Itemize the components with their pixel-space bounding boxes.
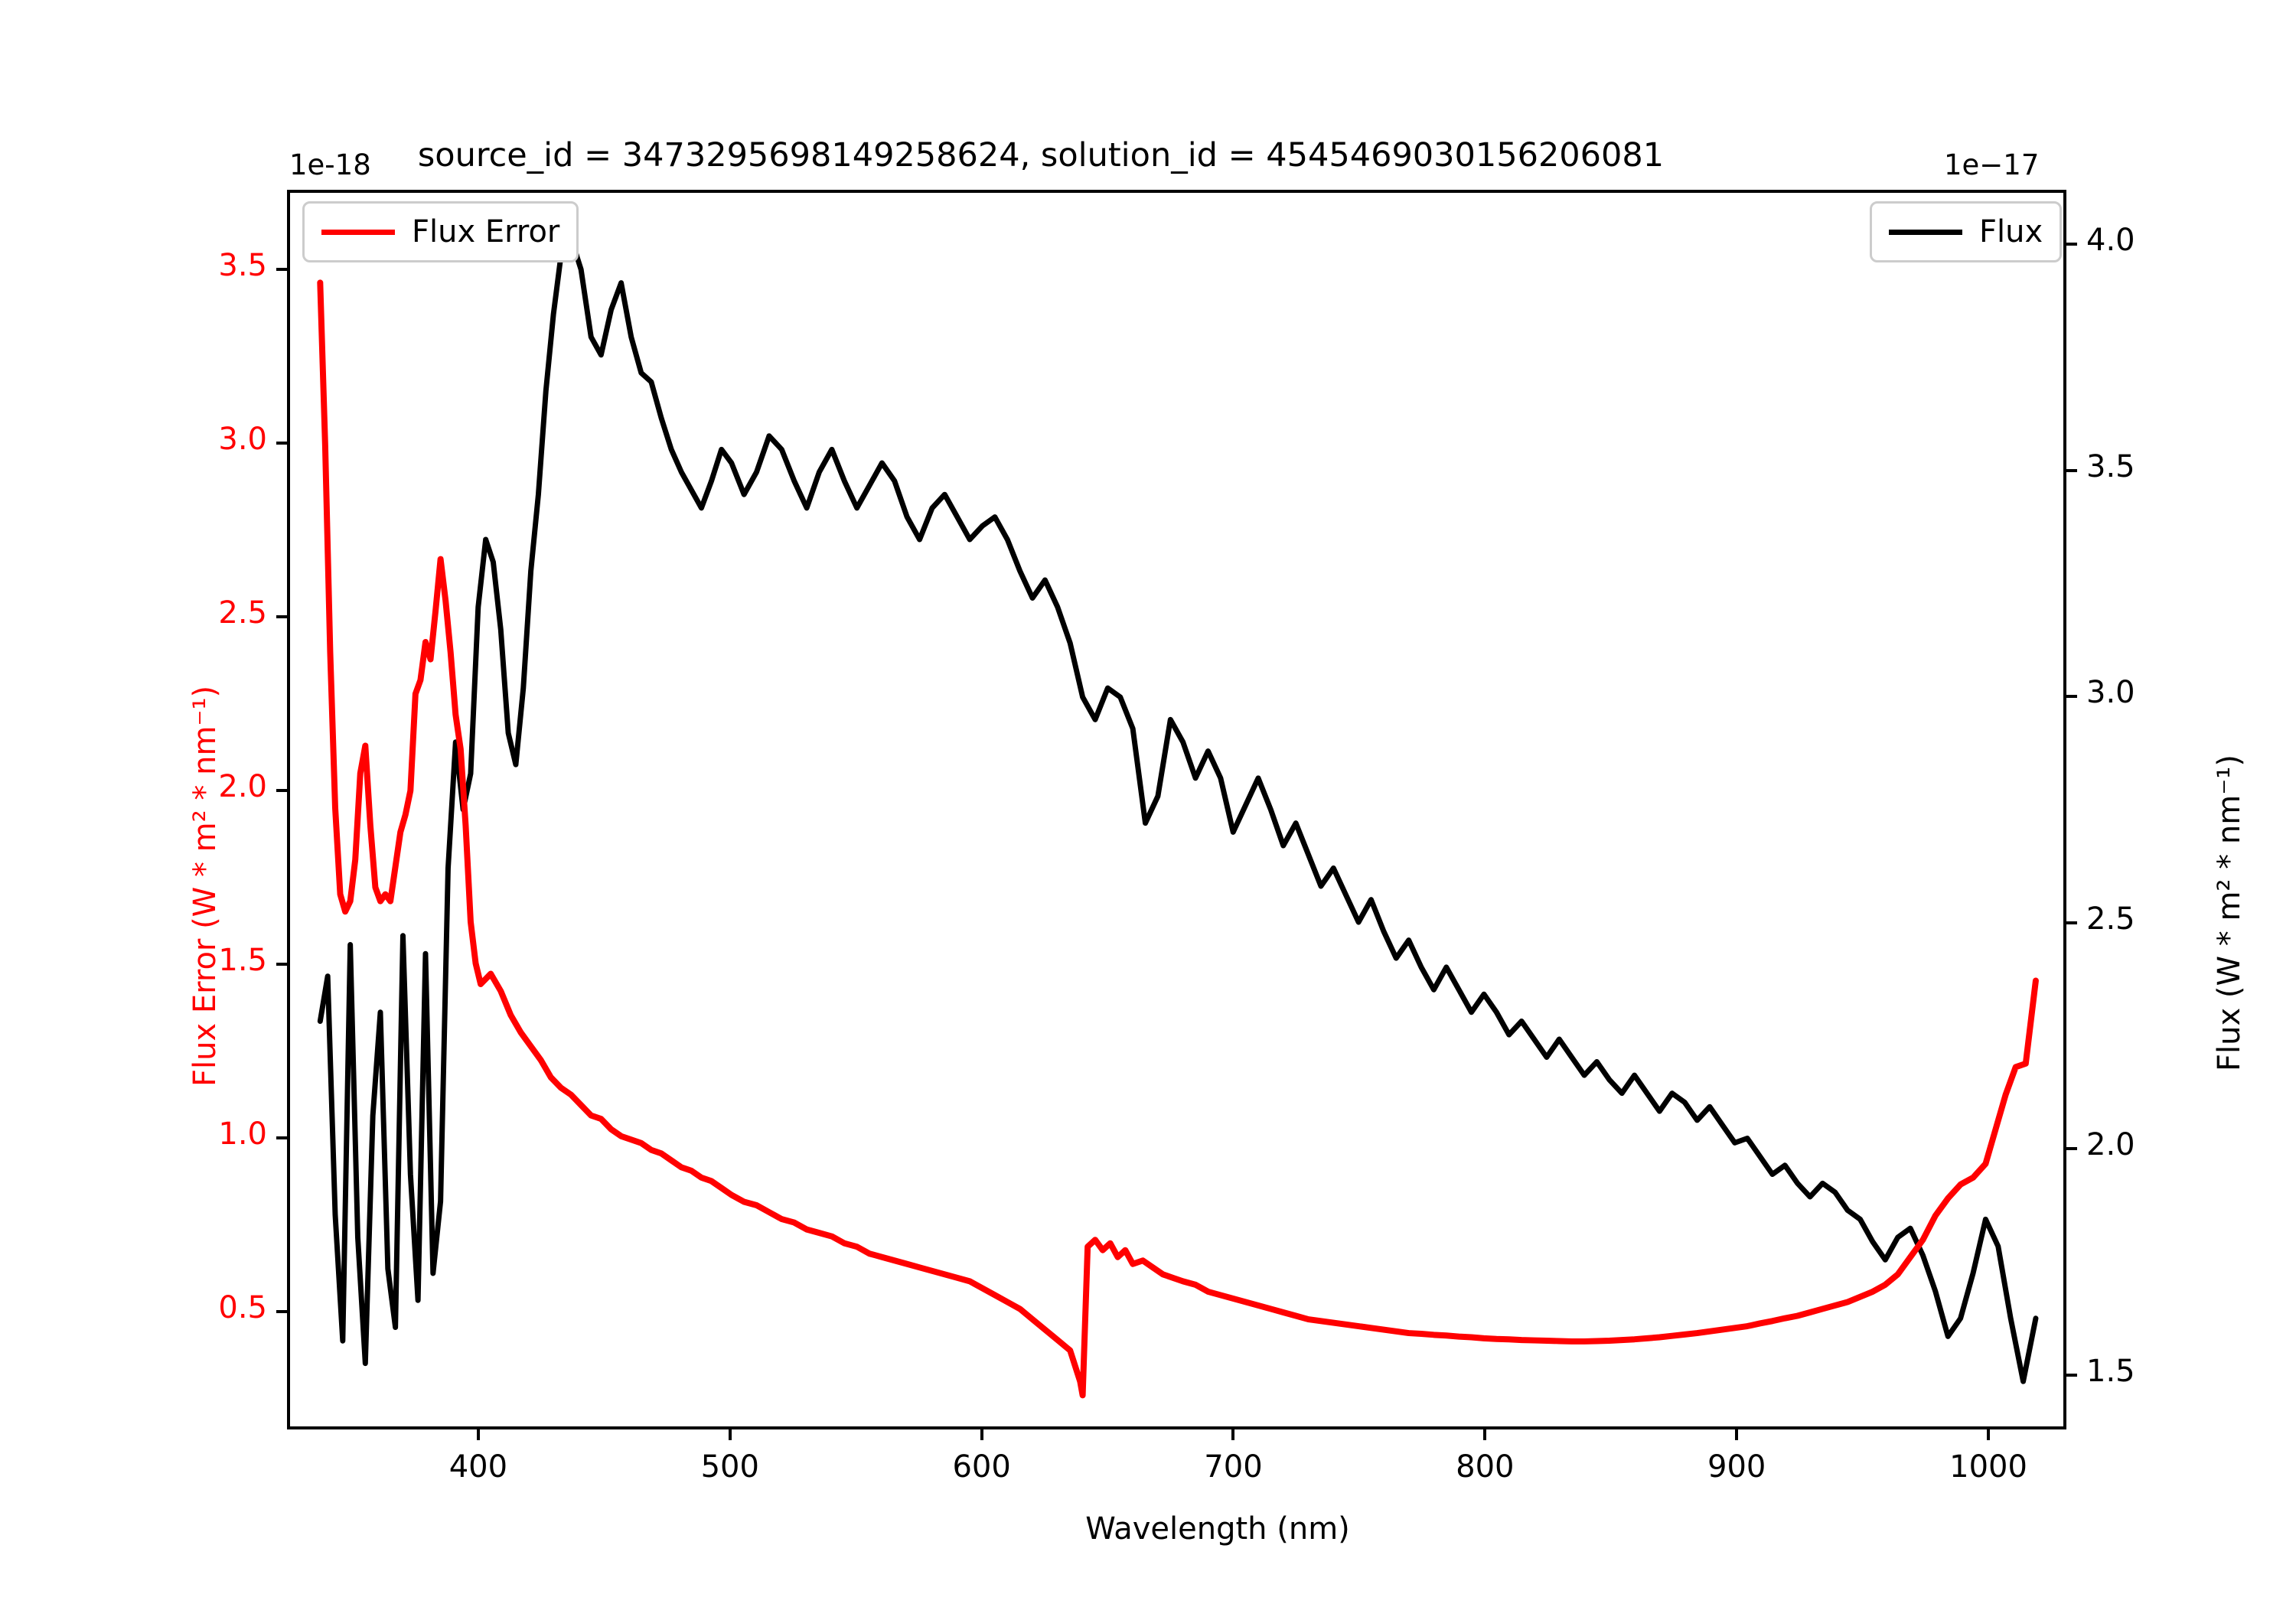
left-y-tick-label: 2.5 [218, 595, 267, 631]
left-y-tick-mark [276, 962, 287, 966]
flux-line [317, 235, 2039, 1384]
legend-flux-error[interactable]: Flux Error [302, 201, 579, 262]
left-y-tick-label: 1.0 [218, 1116, 267, 1152]
right-axis-offset-text: 1e−17 [1944, 148, 2040, 181]
flux-error-line [317, 279, 2039, 1399]
right-y-tick-label: 3.0 [2086, 675, 2135, 711]
left-y-tick-label: 2.0 [218, 769, 267, 805]
x-tick-mark [1735, 1429, 1739, 1440]
left-y-tick-label: 1.5 [218, 942, 267, 978]
left-y-tick-mark [276, 268, 287, 272]
x-tick-label: 1000 [1949, 1449, 2027, 1485]
right-y-tick-mark [2066, 1374, 2077, 1377]
right-y-tick-label: 2.5 [2086, 901, 2135, 937]
right-y-tick-mark [2066, 1147, 2077, 1151]
left-y-axis-label: Flux Error (W * m² * nm⁻¹) [188, 685, 223, 1087]
right-y-tick-mark [2066, 468, 2077, 472]
x-tick-label: 900 [1707, 1449, 1766, 1485]
x-tick-label: 800 [1456, 1449, 1515, 1485]
right-y-tick-label: 3.5 [2086, 448, 2135, 484]
left-y-tick-mark [276, 442, 287, 445]
left-y-tick-mark [276, 1309, 287, 1313]
right-y-tick-label: 1.5 [2086, 1354, 2135, 1390]
left-y-tick-mark [276, 1136, 287, 1139]
left-y-tick-mark [276, 789, 287, 793]
legend-label-flux-error: Flux Error [412, 214, 560, 249]
x-tick-mark [476, 1429, 480, 1440]
x-tick-label: 600 [952, 1449, 1011, 1485]
right-y-tick-mark [2066, 242, 2077, 246]
x-tick-mark [1483, 1429, 1487, 1440]
right-y-tick-mark [2066, 695, 2077, 699]
right-y-tick-label: 4.0 [2086, 222, 2135, 258]
x-tick-mark [728, 1429, 732, 1440]
right-y-tick-label: 2.0 [2086, 1127, 2135, 1163]
legend-label-flux: Flux [1979, 214, 2043, 249]
right-y-axis-label: Flux (W * m² * nm⁻¹) [2212, 755, 2247, 1071]
left-y-tick-mark [276, 615, 287, 619]
left-axis-offset-text: 1e-18 [289, 148, 371, 181]
left-y-tick-label: 0.5 [218, 1289, 267, 1325]
left-y-tick-label: 3.0 [218, 422, 267, 458]
x-tick-mark [1987, 1429, 1991, 1440]
flux-error-legend-swatch [321, 229, 395, 235]
left-y-tick-label: 3.5 [218, 248, 267, 284]
plot-area [287, 190, 2066, 1429]
plot-svg [317, 235, 2039, 1399]
page-title: source_id = 3473295698149258624, solutio… [417, 136, 1665, 174]
flux-legend-swatch [1889, 229, 1962, 235]
right-y-tick-mark [2066, 921, 2077, 924]
x-tick-mark [980, 1429, 983, 1440]
x-tick-mark [1231, 1429, 1235, 1440]
legend-flux[interactable]: Flux [1870, 201, 2063, 262]
x-tick-label: 400 [448, 1449, 508, 1485]
x-axis-label: Wavelength (nm) [1085, 1511, 1350, 1547]
x-tick-label: 500 [700, 1449, 759, 1485]
x-tick-label: 700 [1204, 1449, 1263, 1485]
